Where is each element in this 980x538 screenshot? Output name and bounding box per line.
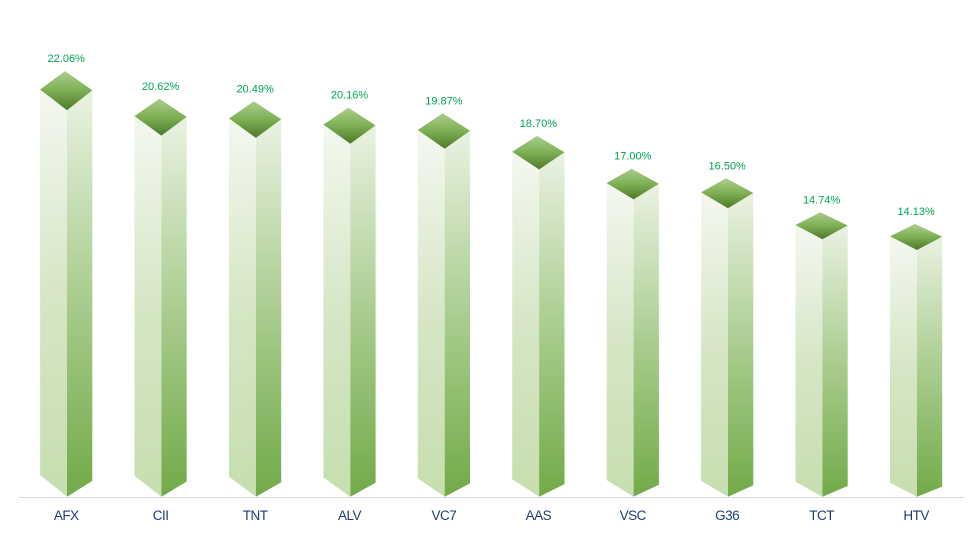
svg-text:14.13%: 14.13%	[897, 206, 935, 218]
svg-text:AAS: AAS	[526, 508, 552, 523]
svg-text:TCT: TCT	[809, 508, 834, 523]
svg-text:ALV: ALV	[338, 508, 362, 523]
svg-text:VC7: VC7	[432, 508, 457, 523]
svg-text:CII: CII	[153, 508, 169, 523]
svg-text:16.50%: 16.50%	[709, 160, 747, 172]
svg-text:14.74%: 14.74%	[803, 194, 841, 206]
svg-text:18.70%: 18.70%	[520, 118, 558, 130]
svg-text:20.16%: 20.16%	[331, 90, 369, 102]
svg-text:20.49%: 20.49%	[236, 83, 274, 95]
svg-text:HTV: HTV	[903, 508, 929, 523]
svg-text:G36: G36	[715, 508, 739, 523]
svg-text:20.62%: 20.62%	[142, 81, 180, 93]
svg-text:19.87%: 19.87%	[425, 95, 463, 107]
svg-text:17.00%: 17.00%	[614, 151, 652, 163]
svg-text:TNT: TNT	[243, 508, 268, 523]
svg-text:22.06%: 22.06%	[48, 53, 86, 65]
svg-text:VSC: VSC	[620, 508, 647, 523]
svg-text:AFX: AFX	[54, 508, 79, 523]
